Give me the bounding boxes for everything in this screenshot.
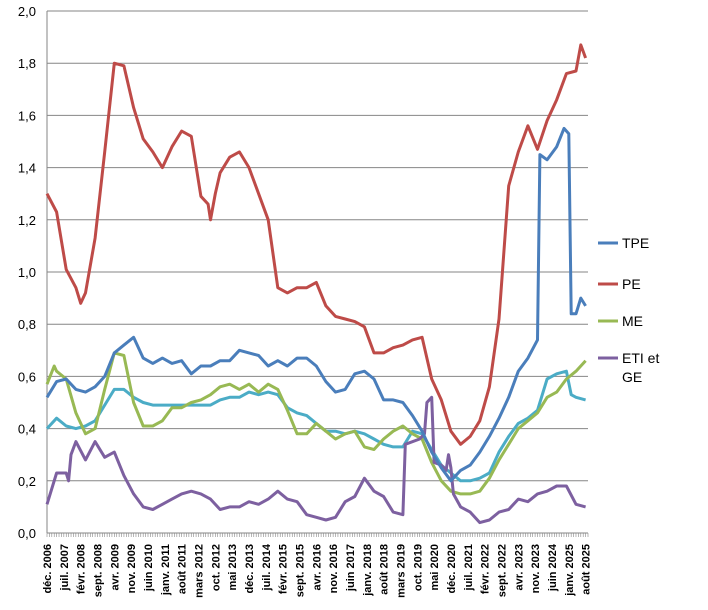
x-tick-label: mai 2020 [429, 544, 441, 590]
series-line-me [45, 351, 587, 496]
legend: TPE PE ME ETI et GE [598, 235, 659, 385]
legend-label: ME [622, 313, 643, 329]
y-axis-ticks: 0,0 0,2 0,4 0,6 0,8 1,0 1,2 1,4 1,6 1,8 2,0 [18, 4, 36, 541]
x-tick-label: janv. 2011 [160, 544, 172, 596]
x-tick-label: déc. 2013 [244, 544, 256, 594]
x-tick-label: sept. 2015 [294, 544, 306, 597]
x-tick-label: août 2018 [379, 544, 391, 595]
x-tick-label: avr. 2009 [109, 544, 121, 591]
x-tick-label: oct. 2012 [210, 544, 222, 591]
x-tick-label: janv. 2018 [362, 544, 374, 597]
x-axis: déc. 2006 juil. 2007 févr. 2008 sept. 2008 a… [42, 11, 593, 598]
x-tick-label: août 2011 [177, 544, 189, 594]
series-line-pe [45, 43, 588, 446]
x-tick-label: juil. 2021 [463, 544, 475, 591]
y-tick-label: 1,6 [18, 108, 36, 123]
series-line-eti-et-ge [45, 395, 586, 525]
y-tick-label: 1,2 [18, 213, 36, 228]
x-tick-label: nov. 2016 [328, 544, 340, 593]
x-tick-label: janv. 2025 [564, 544, 576, 597]
x-tick-label: févr. 2022 [480, 544, 492, 594]
y-tick-label: 1,4 [18, 161, 36, 176]
legend-label: ETI et GE [622, 350, 659, 385]
series-lines [45, 43, 588, 525]
legend-label-line: ETI et [622, 350, 659, 366]
legend-label-line: GE [622, 369, 642, 385]
x-tick-label: avr. 2016 [311, 544, 323, 591]
series-line-tpe [45, 126, 587, 483]
y-tick-label: 2,0 [18, 4, 36, 19]
legend-label: PE [622, 276, 641, 292]
x-tick-label: juil. 2007 [59, 544, 71, 591]
x-tick-label: août 2025 [581, 544, 593, 595]
y-tick-label: 0,2 [18, 474, 36, 489]
y-tick-label: 0,8 [18, 317, 36, 332]
y-tick-label: 0,6 [18, 369, 36, 384]
x-tick-label: sept. 2008 [92, 544, 104, 597]
x-tick-label: mai 2013 [227, 544, 239, 590]
x-tick-label: oct. 2019 [412, 544, 424, 591]
x-tick-label: juin 2024 [547, 543, 559, 592]
y-tick-label: 1,8 [18, 56, 36, 71]
y-tick-label: 1,0 [18, 265, 36, 280]
x-tick-label: févr. 2015 [278, 544, 290, 594]
x-tick-label: mars 2019 [395, 544, 407, 598]
y-tick-label: 0,4 [18, 422, 36, 437]
x-tick-label: juil. 2014 [261, 543, 273, 591]
x-tick-label: sept. 2022 [496, 544, 508, 597]
x-tick-label: juin 2017 [345, 544, 357, 592]
series-line-unlabeled [45, 369, 586, 483]
x-tick-label: juin 2010 [143, 544, 155, 592]
x-tick-label: nov. 2023 [530, 544, 542, 593]
x-tick-label: nov. 2009 [126, 544, 138, 593]
x-tick-label: févr. 2008 [76, 544, 88, 594]
gridlines [47, 10, 588, 482]
x-tick-label: avr. 2023 [513, 544, 525, 591]
x-tick-label: mars 2012 [193, 544, 205, 598]
x-tick-label: déc. 2006 [42, 544, 54, 594]
x-tick-label: déc. 2020 [446, 544, 458, 594]
legend-label: TPE [622, 235, 649, 251]
y-tick-label: 0,0 [18, 526, 36, 541]
